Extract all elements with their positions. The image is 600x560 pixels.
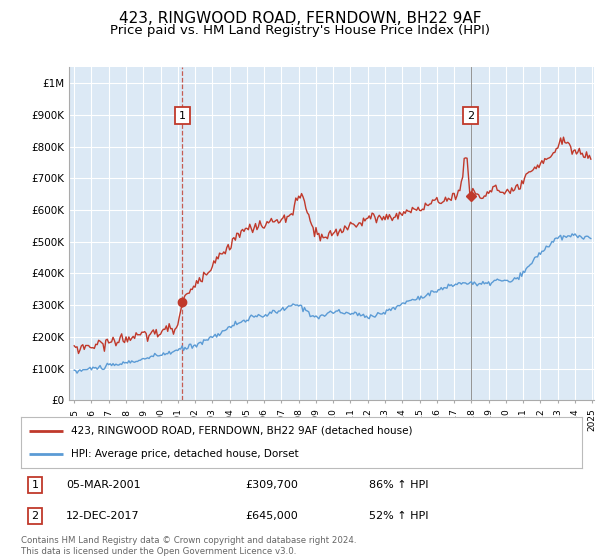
Text: Contains HM Land Registry data © Crown copyright and database right 2024.
This d: Contains HM Land Registry data © Crown c… bbox=[21, 536, 356, 556]
Text: 2: 2 bbox=[31, 511, 38, 521]
Text: £645,000: £645,000 bbox=[245, 511, 298, 521]
Text: 05-MAR-2001: 05-MAR-2001 bbox=[66, 480, 140, 490]
Text: 1: 1 bbox=[179, 110, 185, 120]
Text: Price paid vs. HM Land Registry's House Price Index (HPI): Price paid vs. HM Land Registry's House … bbox=[110, 24, 490, 37]
Text: 52% ↑ HPI: 52% ↑ HPI bbox=[369, 511, 428, 521]
Text: £309,700: £309,700 bbox=[245, 480, 298, 490]
Bar bbox=[182, 67, 470, 400]
Text: HPI: Average price, detached house, Dorset: HPI: Average price, detached house, Dors… bbox=[71, 449, 299, 459]
Text: 12-DEC-2017: 12-DEC-2017 bbox=[66, 511, 140, 521]
Text: 86% ↑ HPI: 86% ↑ HPI bbox=[369, 480, 428, 490]
Text: 423, RINGWOOD ROAD, FERNDOWN, BH22 9AF (detached house): 423, RINGWOOD ROAD, FERNDOWN, BH22 9AF (… bbox=[71, 426, 413, 436]
Text: 423, RINGWOOD ROAD, FERNDOWN, BH22 9AF: 423, RINGWOOD ROAD, FERNDOWN, BH22 9AF bbox=[119, 11, 481, 26]
Text: 2: 2 bbox=[467, 110, 474, 120]
Text: 1: 1 bbox=[32, 480, 38, 490]
